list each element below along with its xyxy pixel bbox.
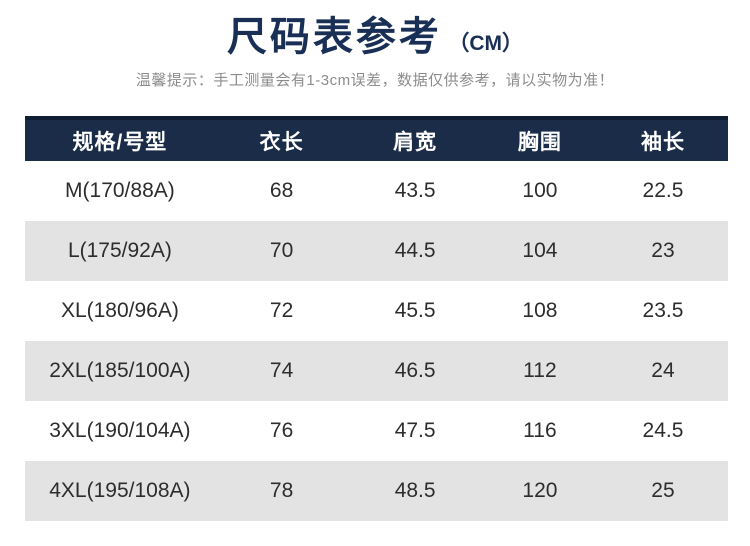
size-label: L(175/92A) xyxy=(67,239,172,262)
length-value: 76 xyxy=(269,419,294,442)
page-header: 尺码表参考 （CM） 温馨提示：手工测量会有1-3cm误差，数据仅供参考，请以实… xyxy=(0,0,750,90)
title-unit: （CM） xyxy=(448,32,524,55)
sleeve-value: 24.5 xyxy=(642,419,684,442)
table-header-row: 规格/号型 衣长 肩宽 胸围 袖长 xyxy=(25,116,728,161)
chest-value: 120 xyxy=(522,479,558,502)
sleeve-value: 22.5 xyxy=(642,179,684,202)
column-header-sleeve: 袖长 xyxy=(597,116,728,161)
size-label: 3XL(190/104A) xyxy=(49,419,191,442)
size-label: 4XL(195/108A) xyxy=(49,479,191,502)
size-label: 2XL(185/100A) xyxy=(49,359,191,382)
table-row-3xl: 3XL(190/104A) 76 47.5 116 24.5 xyxy=(25,401,728,461)
table-row-2xl: 2XL(185/100A) 74 46.5 112 24 xyxy=(25,341,728,401)
table-row-4xl: 4XL(195/108A) 78 48.5 120 25 xyxy=(25,461,728,521)
length-value: 74 xyxy=(269,359,294,382)
chest-value: 100 xyxy=(522,179,558,202)
shoulder-value: 43.5 xyxy=(394,179,436,202)
shoulder-value: 48.5 xyxy=(394,479,436,502)
shoulder-value: 47.5 xyxy=(394,419,436,442)
chest-value: 116 xyxy=(523,419,557,442)
disclaimer-text: 温馨提示：手工测量会有1-3cm误差，数据仅供参考，请以实物为准！ xyxy=(135,72,615,89)
table-row-l: L(175/92A) 70 44.5 104 23 xyxy=(25,221,728,281)
column-header-chest: 胸围 xyxy=(481,116,598,161)
chest-value: 108 xyxy=(522,299,558,322)
size-table: 规格/号型 衣长 肩宽 胸围 袖长 M(170/88A) 68 43.5 100… xyxy=(25,116,728,521)
chest-value: 104 xyxy=(522,239,558,262)
sleeve-value: 23.5 xyxy=(642,299,684,322)
length-value: 78 xyxy=(269,479,294,502)
column-header-spec: 规格/号型 xyxy=(25,116,215,161)
page-title: 尺码表参考 xyxy=(226,15,442,59)
chest-value: 112 xyxy=(523,359,557,382)
length-value: 70 xyxy=(269,239,294,262)
size-table-container: 规格/号型 衣长 肩宽 胸围 袖长 M(170/88A) 68 43.5 100… xyxy=(25,116,728,521)
shoulder-value: 45.5 xyxy=(394,299,436,322)
sleeve-value: 23 xyxy=(651,239,675,262)
size-label: XL(180/96A) xyxy=(60,299,179,322)
shoulder-value: 46.5 xyxy=(394,359,436,382)
shoulder-value: 44.5 xyxy=(394,239,436,262)
size-label: M(170/88A) xyxy=(65,179,175,202)
length-value: 72 xyxy=(269,299,294,322)
sleeve-value: 25 xyxy=(651,479,675,502)
column-header-shoulder: 肩宽 xyxy=(348,116,482,161)
table-row-xl: XL(180/96A) 72 45.5 108 23.5 xyxy=(25,281,728,341)
table-row-m: M(170/88A) 68 43.5 100 22.5 xyxy=(25,161,728,221)
sleeve-value: 24 xyxy=(651,359,675,382)
column-header-length: 衣长 xyxy=(214,116,349,161)
title-line: 尺码表参考 （CM） xyxy=(0,14,750,60)
length-value: 68 xyxy=(269,179,294,202)
